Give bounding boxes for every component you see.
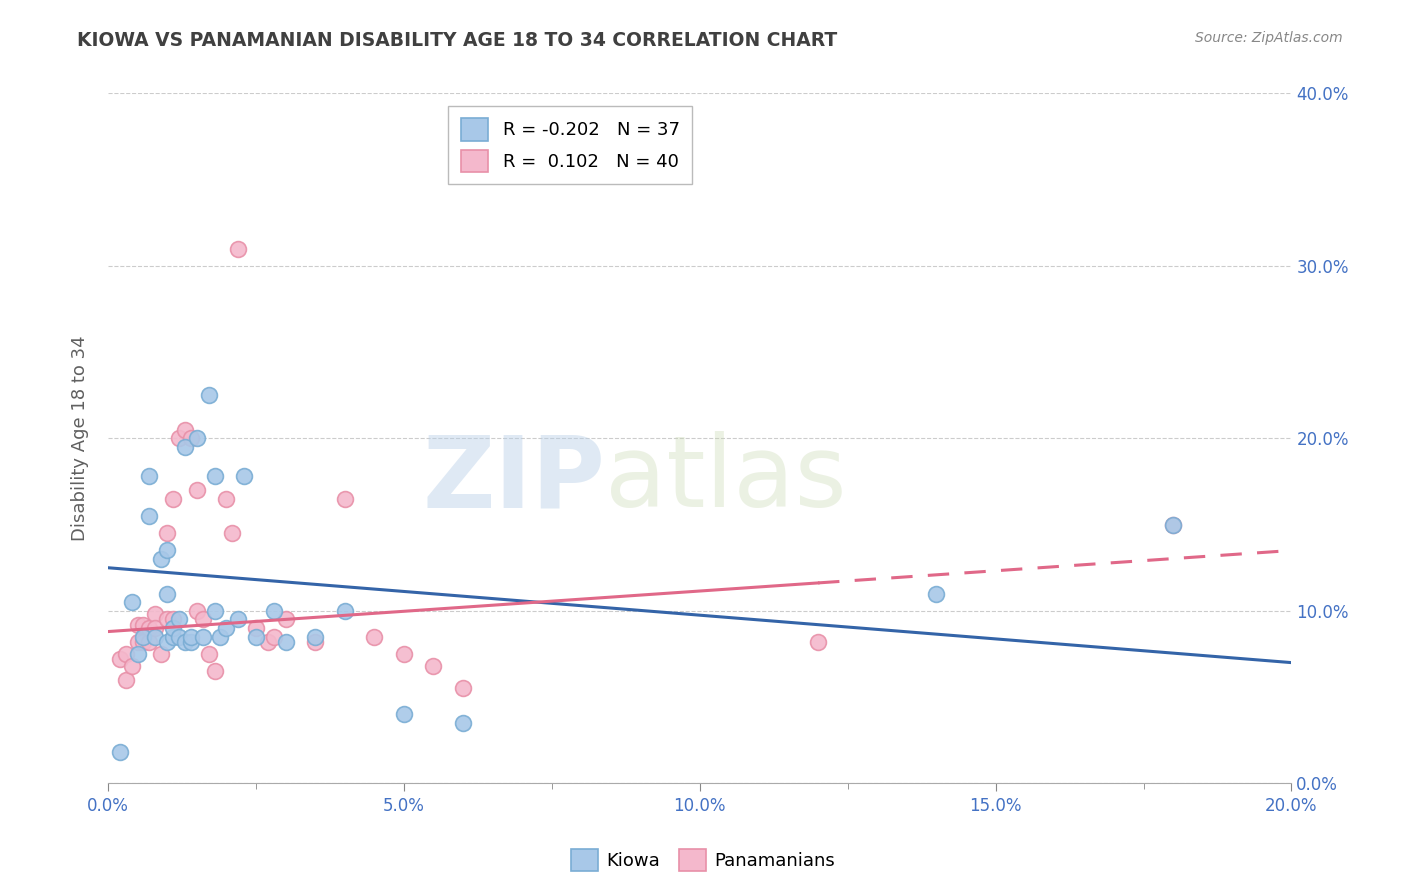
Point: [162, 491, 184, 506]
Y-axis label: Disability Age 18 to 34: Disability Age 18 to 34: [72, 335, 89, 541]
Point: [108, 745, 131, 759]
Point: [451, 716, 474, 731]
Point: [245, 630, 267, 644]
Point: [304, 630, 326, 644]
Point: [162, 621, 184, 635]
Point: [121, 595, 143, 609]
Point: [215, 621, 238, 635]
Point: [191, 612, 214, 626]
Point: [132, 630, 155, 644]
Point: [143, 607, 166, 622]
Point: [114, 647, 136, 661]
Point: [1161, 517, 1184, 532]
Point: [127, 635, 149, 649]
Point: [274, 612, 297, 626]
Point: [451, 681, 474, 696]
Text: Source: ZipAtlas.com: Source: ZipAtlas.com: [1195, 31, 1343, 45]
Point: [162, 630, 184, 644]
Point: [127, 617, 149, 632]
Legend: R = -0.202   N = 37, R =  0.102   N = 40: R = -0.202 N = 37, R = 0.102 N = 40: [449, 106, 692, 185]
Point: [180, 630, 202, 644]
Point: [108, 652, 131, 666]
Point: [186, 431, 208, 445]
Point: [197, 388, 219, 402]
Point: [263, 630, 285, 644]
Point: [138, 621, 160, 635]
Text: ZIP: ZIP: [422, 431, 605, 528]
Point: [156, 543, 179, 558]
Point: [127, 647, 149, 661]
Point: [186, 604, 208, 618]
Point: [191, 630, 214, 644]
Point: [143, 621, 166, 635]
Point: [209, 630, 232, 644]
Point: [1161, 517, 1184, 532]
Point: [226, 242, 249, 256]
Point: [138, 469, 160, 483]
Point: [256, 635, 278, 649]
Point: [174, 423, 197, 437]
Point: [156, 586, 179, 600]
Point: [274, 635, 297, 649]
Point: [167, 630, 190, 644]
Point: [215, 491, 238, 506]
Point: [333, 491, 356, 506]
Point: [150, 552, 173, 566]
Point: [180, 635, 202, 649]
Point: [304, 635, 326, 649]
Point: [422, 659, 444, 673]
Point: [162, 612, 184, 626]
Point: [333, 604, 356, 618]
Point: [392, 707, 415, 722]
Point: [174, 635, 197, 649]
Point: [221, 526, 243, 541]
Point: [114, 673, 136, 687]
Point: [132, 635, 155, 649]
Point: [132, 617, 155, 632]
Point: [186, 483, 208, 497]
Point: [167, 431, 190, 445]
Point: [180, 431, 202, 445]
Point: [233, 469, 256, 483]
Point: [925, 586, 948, 600]
Point: [363, 630, 385, 644]
Point: [174, 440, 197, 454]
Point: [156, 612, 179, 626]
Point: [204, 469, 226, 483]
Point: [156, 635, 179, 649]
Point: [143, 630, 166, 644]
Text: KIOWA VS PANAMANIAN DISABILITY AGE 18 TO 34 CORRELATION CHART: KIOWA VS PANAMANIAN DISABILITY AGE 18 TO…: [77, 31, 838, 50]
Point: [807, 635, 830, 649]
Point: [226, 612, 249, 626]
Point: [392, 647, 415, 661]
Point: [245, 621, 267, 635]
Point: [197, 647, 219, 661]
Point: [150, 647, 173, 661]
Point: [204, 665, 226, 679]
Point: [204, 604, 226, 618]
Point: [263, 604, 285, 618]
Text: atlas: atlas: [605, 431, 846, 528]
Point: [167, 612, 190, 626]
Point: [138, 508, 160, 523]
Point: [121, 659, 143, 673]
Legend: Kiowa, Panamanians: Kiowa, Panamanians: [564, 842, 842, 879]
Point: [156, 526, 179, 541]
Point: [138, 635, 160, 649]
